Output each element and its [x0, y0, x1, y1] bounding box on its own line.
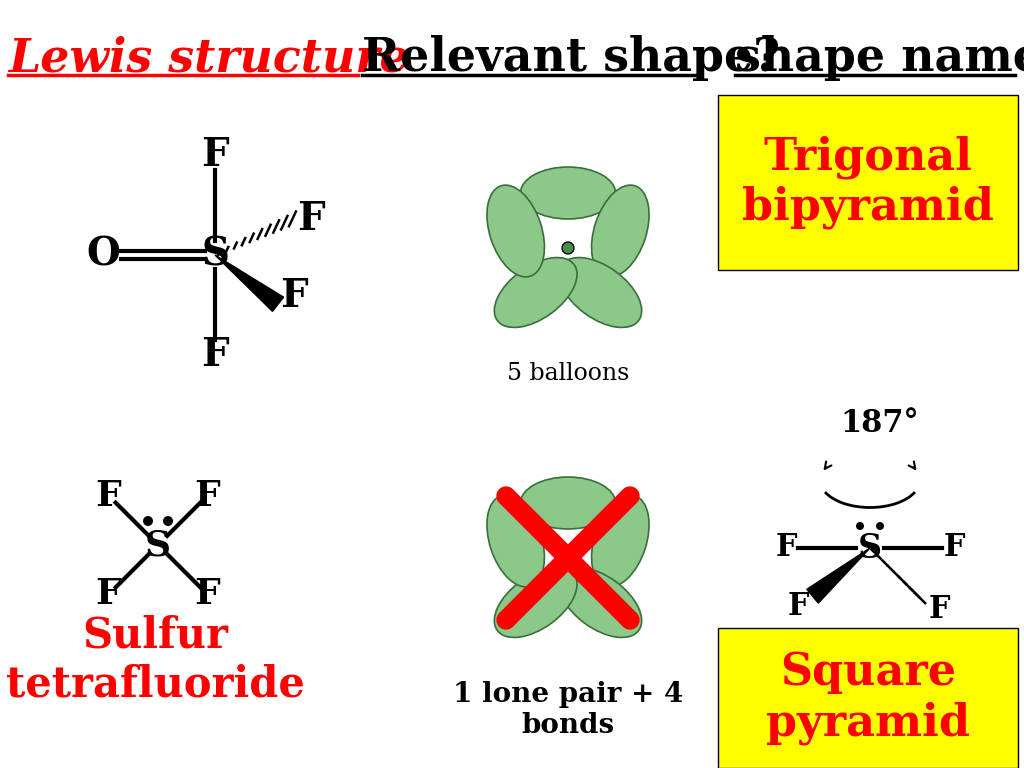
Ellipse shape	[487, 185, 545, 277]
Ellipse shape	[592, 495, 649, 587]
Polygon shape	[215, 255, 284, 311]
Text: F: F	[787, 591, 809, 622]
Ellipse shape	[559, 257, 642, 327]
Circle shape	[876, 522, 884, 530]
Circle shape	[143, 516, 153, 526]
Text: S: S	[145, 528, 171, 562]
Text: F: F	[297, 200, 325, 238]
Text: 187°: 187°	[841, 408, 920, 439]
Text: F: F	[775, 532, 797, 564]
Text: Relevant shape?: Relevant shape?	[362, 35, 780, 81]
Text: S: S	[201, 236, 229, 274]
Polygon shape	[807, 548, 870, 603]
Text: Trigonal
bipyramid: Trigonal bipyramid	[742, 136, 994, 230]
Text: F: F	[95, 478, 122, 512]
Text: F: F	[943, 532, 965, 564]
Text: F: F	[929, 594, 950, 624]
Text: Lewis structure: Lewis structure	[8, 35, 409, 81]
Circle shape	[856, 522, 864, 530]
Text: F: F	[201, 136, 228, 174]
Text: F: F	[195, 578, 220, 611]
Ellipse shape	[487, 495, 545, 587]
Ellipse shape	[520, 167, 615, 219]
Text: Square
pyramid: Square pyramid	[766, 651, 970, 745]
Text: F: F	[195, 478, 220, 512]
Text: 1 lone pair + 4
bonds: 1 lone pair + 4 bonds	[453, 681, 683, 739]
Ellipse shape	[495, 568, 578, 637]
Ellipse shape	[495, 257, 578, 327]
Text: F: F	[201, 336, 228, 374]
Circle shape	[562, 242, 574, 254]
Ellipse shape	[520, 477, 615, 529]
Text: 5 balloons: 5 balloons	[507, 362, 629, 385]
Text: F: F	[281, 277, 308, 315]
Text: shape name?: shape name?	[735, 35, 1024, 81]
Ellipse shape	[592, 185, 649, 277]
Text: F: F	[95, 578, 122, 611]
FancyBboxPatch shape	[718, 95, 1018, 270]
Circle shape	[562, 552, 574, 564]
Text: Sulfur
tetrafluoride: Sulfur tetrafluoride	[5, 614, 304, 705]
Ellipse shape	[559, 568, 642, 637]
FancyBboxPatch shape	[718, 628, 1018, 768]
Text: O: O	[86, 236, 120, 274]
Text: S: S	[858, 531, 882, 564]
Circle shape	[163, 516, 173, 526]
